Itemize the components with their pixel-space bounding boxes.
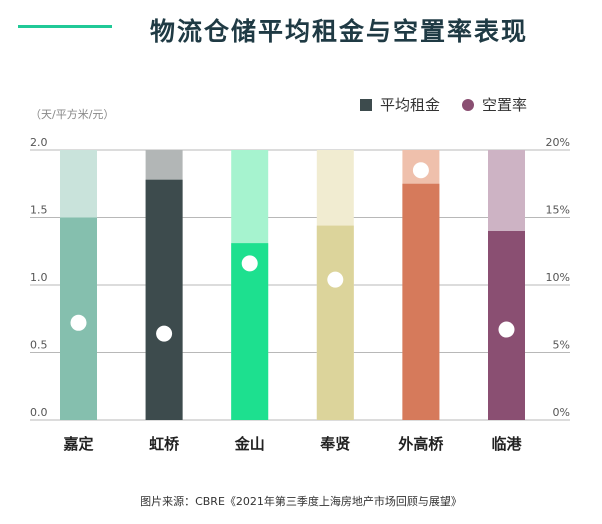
source-caption: 图片来源：CBRE《2021年第三季度上海房地产市场回顾与展望》 [140,495,462,508]
vacancy-dot [241,255,258,272]
vacancy-dot [327,271,344,288]
bar-rent [145,179,183,420]
legend-swatch-rent [360,98,372,111]
y-left-tick-label: 0.0 [30,406,48,419]
legend: 平均租金 空置率 [360,94,549,115]
title-accent-line [18,25,112,28]
vacancy-dot [412,162,429,179]
y-right-tick-label: 0% [553,406,570,419]
y-left-tick-label: 2.0 [30,136,48,149]
category-label: 金山 [234,435,265,453]
y-right-tick-label: 15% [546,204,570,217]
bar-rent [231,243,269,420]
legend-label-vacancy: 空置率 [482,96,528,114]
y-right-tick-label: 10% [546,271,570,284]
y-right-tick-label: 20% [546,136,570,149]
category-label: 嘉定 [62,435,93,453]
category-label: 奉贤 [319,435,350,453]
legend-item-rent: 平均租金 [360,94,440,115]
legend-label-rent: 平均租金 [380,96,441,114]
y-axis-left-unit: （天/平方米/元） [30,107,114,121]
vacancy-dot [156,325,173,342]
chart-title: 物流仓储平均租金与空置率表现 [150,17,529,46]
bar-rent [316,225,354,420]
category-label: 外高桥 [397,435,444,453]
legend-swatch-vacancy [462,98,475,111]
y-left-tick-label: 1.0 [30,271,48,284]
y-left-tick-label: 0.5 [30,339,48,352]
vacancy-dot [498,321,515,338]
y-left-tick-label: 1.5 [30,204,48,217]
legend-item-vacancy: 空置率 [462,94,527,115]
y-right-tick-label: 5% [553,339,570,352]
bar-rent [402,183,440,420]
category-label: 临港 [491,435,522,453]
category-label: 虹桥 [149,435,180,453]
vacancy-dot [70,314,87,331]
